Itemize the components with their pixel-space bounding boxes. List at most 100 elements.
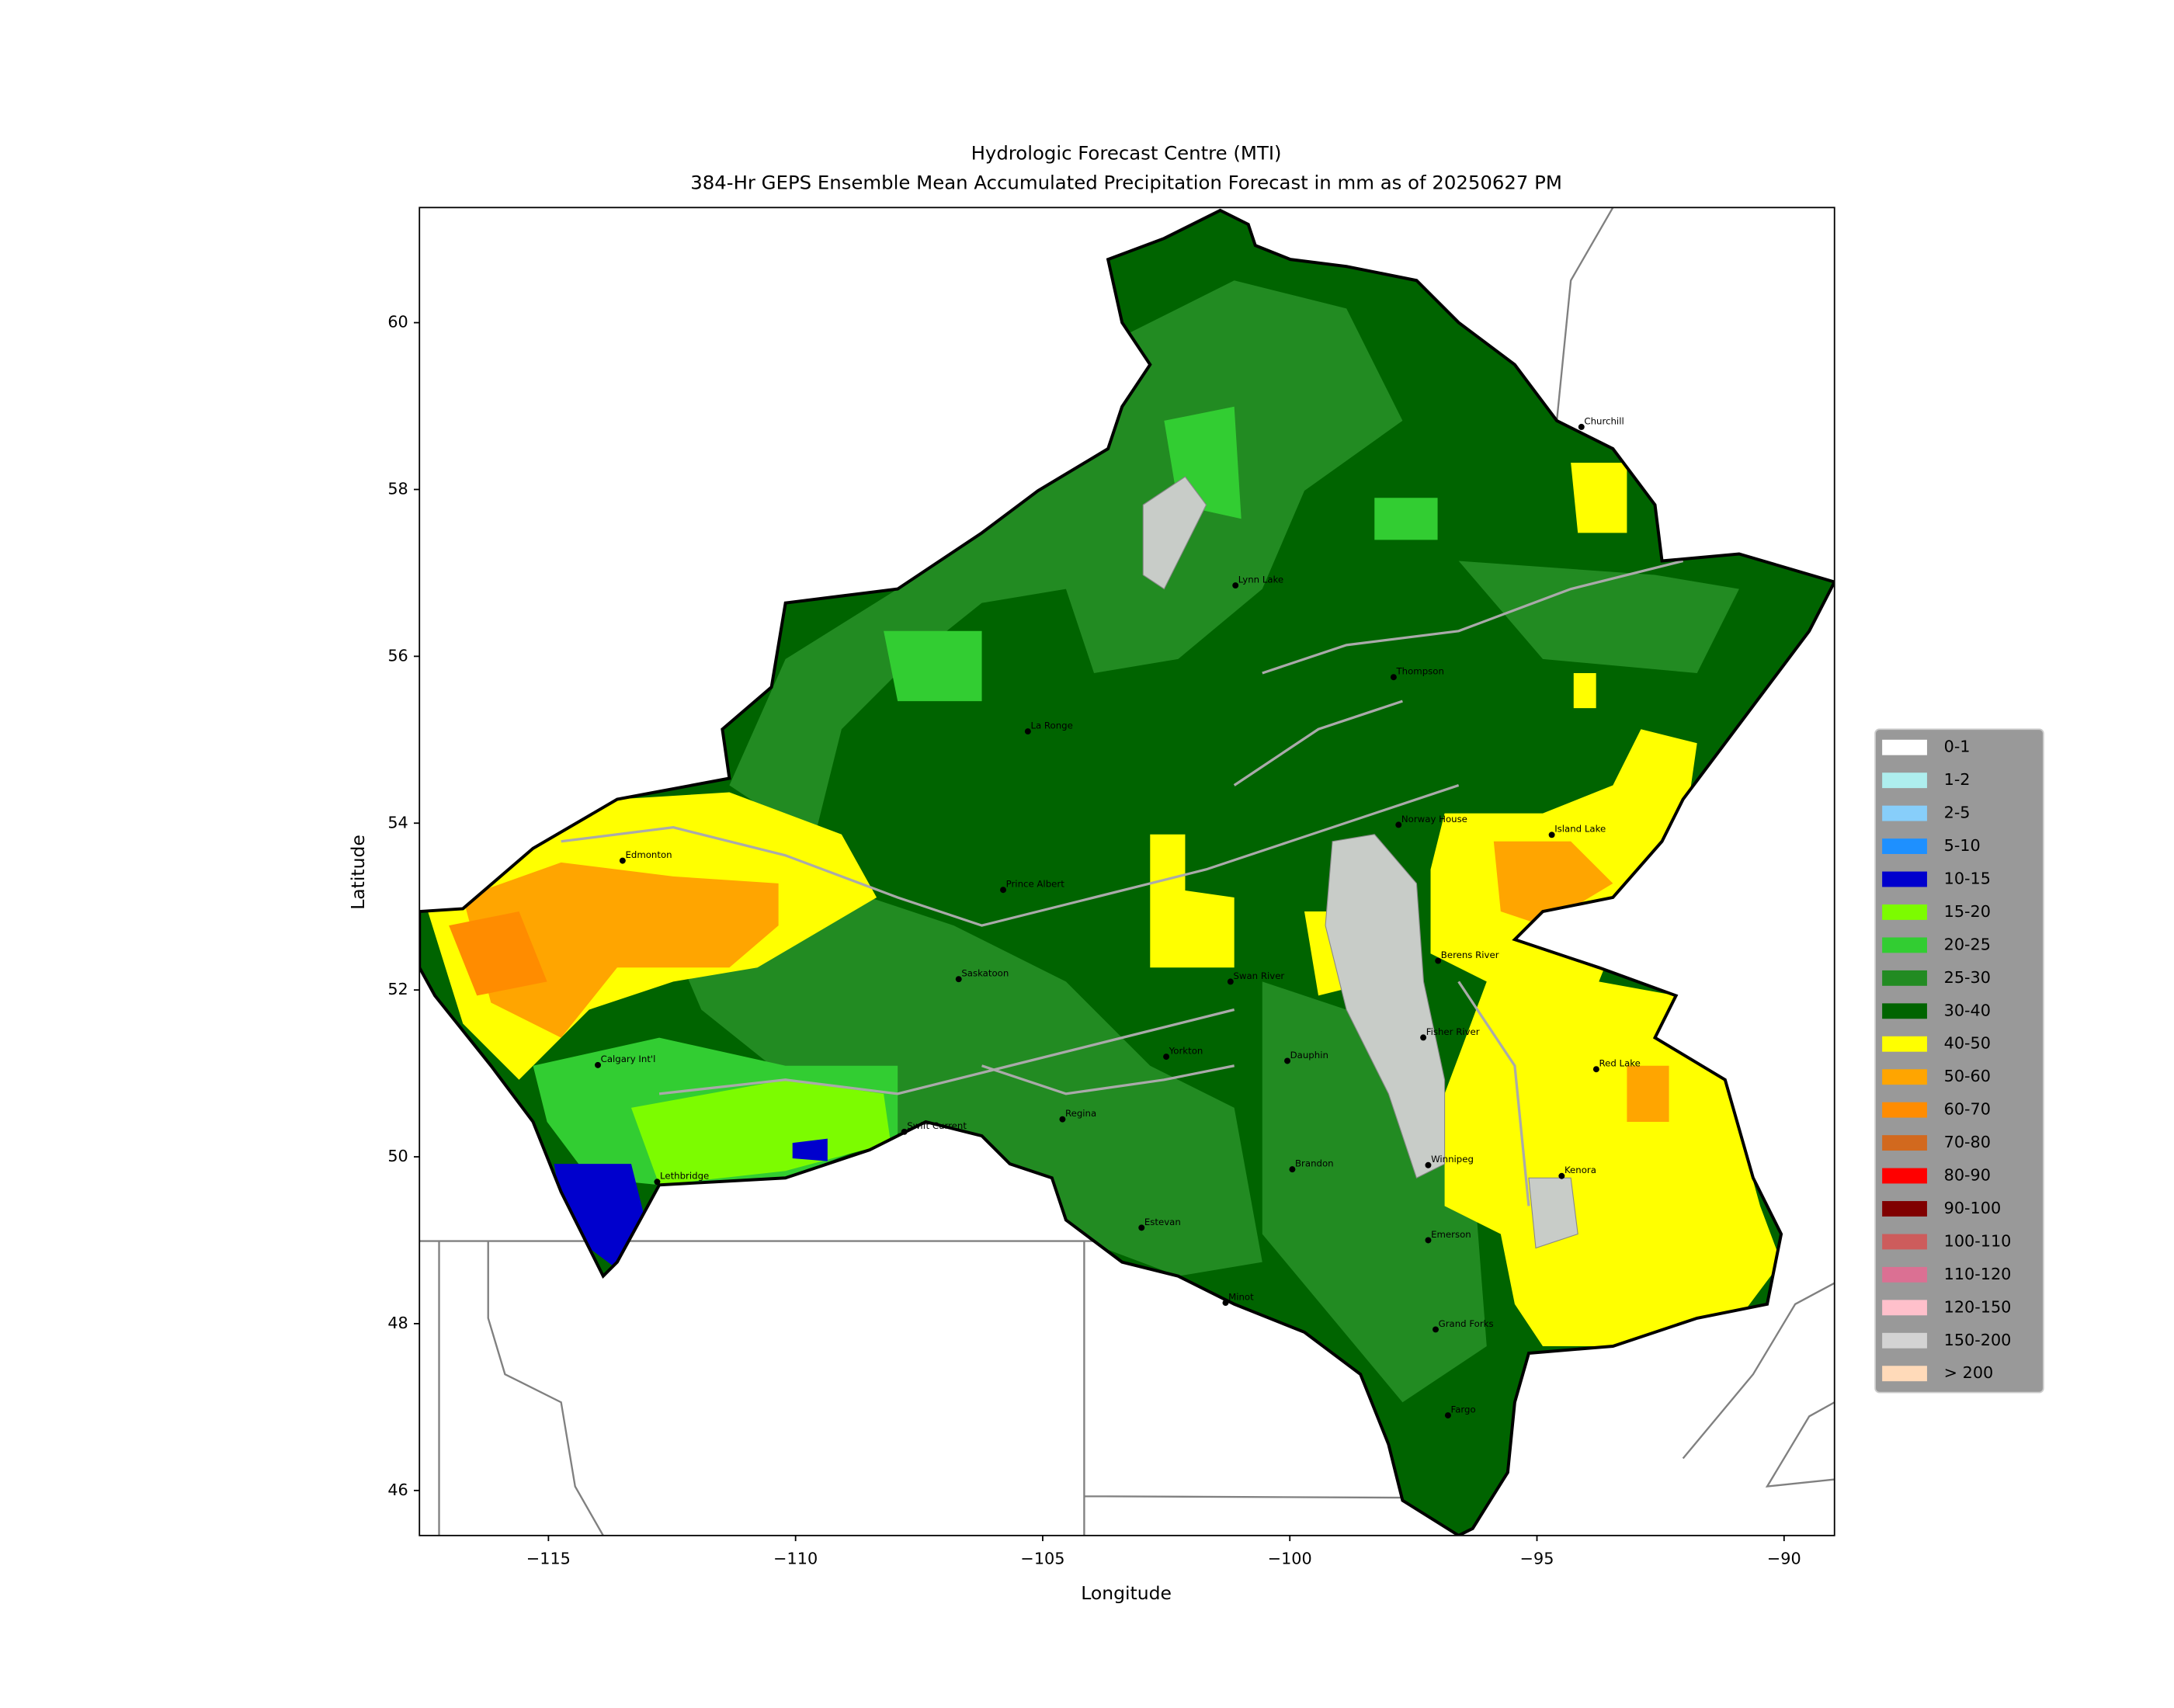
legend-label: 70-80 (1944, 1133, 1991, 1151)
y-tick-label: 56 (387, 646, 408, 665)
legend-swatch (1882, 1332, 1927, 1349)
legend-swatch (1882, 1036, 1927, 1052)
legend-label: 30-40 (1944, 1001, 1991, 1019)
legend-label: 120-150 (1944, 1297, 2012, 1316)
city-dot (1558, 1172, 1565, 1179)
x-tick-label: −100 (1268, 1550, 1312, 1568)
y-tick-label: 60 (387, 313, 408, 332)
city-label: Kenora (1565, 1165, 1596, 1175)
map-title: Hydrologic Forecast Centre (MTI) (971, 142, 1282, 165)
x-tick-label: −105 (1020, 1550, 1064, 1568)
legend-swatch (1882, 772, 1927, 789)
city-dot (1433, 1326, 1439, 1333)
legend-label: 5-10 (1944, 836, 1981, 855)
city-label: Saskatoon (961, 968, 1009, 979)
legend-swatch (1882, 1135, 1927, 1151)
city-dot (1024, 728, 1031, 735)
city-label: Swan River (1233, 970, 1284, 981)
legend-swatch (1882, 1069, 1927, 1085)
legend-label: > 200 (1944, 1363, 1994, 1382)
legend-label: 50-60 (1944, 1067, 1991, 1085)
city-label: Emerson (1431, 1229, 1471, 1240)
city-dot (1227, 978, 1234, 985)
city-dot (1425, 1237, 1432, 1244)
city-label: Lynn Lake (1238, 574, 1283, 585)
city-label: Estevan (1144, 1217, 1181, 1227)
city-dot (1000, 887, 1006, 894)
city-dot (1284, 1057, 1291, 1064)
legend-swatch (1882, 1003, 1927, 1019)
city-dot (1232, 582, 1239, 589)
city-label: Minot (1228, 1291, 1254, 1302)
city-label: Edmonton (625, 849, 672, 860)
city-label: Lethbridge (660, 1171, 709, 1182)
precip-field (419, 210, 1835, 1536)
legend-swatch (1882, 1366, 1927, 1382)
legend-box (1874, 728, 2044, 1394)
state-border (419, 1240, 1529, 1536)
legend-label: 10-15 (1944, 870, 1991, 888)
legend-label: 90-100 (1944, 1199, 2002, 1217)
city-label: Dauphin (1290, 1050, 1328, 1061)
city-dot (1578, 423, 1585, 430)
legend-swatch (1882, 1102, 1927, 1118)
y-tick-label: 50 (387, 1147, 408, 1165)
x-tick-label: −115 (526, 1550, 571, 1568)
city-label: Regina (1065, 1108, 1096, 1119)
city-label: Calgary Int'l (601, 1054, 656, 1064)
x-tick-label: −95 (1520, 1550, 1554, 1568)
city-dot (1222, 1300, 1229, 1307)
legend-label: 25-30 (1944, 968, 1991, 987)
city-label: Island Lake (1554, 824, 1606, 835)
legend-label: 1-2 (1944, 770, 1971, 789)
city-label: Grand Forks (1439, 1318, 1494, 1329)
y-tick-label: 52 (387, 980, 408, 998)
city-dot (1444, 1412, 1451, 1419)
y-tick-label: 46 (387, 1481, 408, 1499)
legend-swatch (1882, 1300, 1927, 1316)
city-label: Winnipeg (1431, 1154, 1474, 1165)
legend-swatch (1882, 1234, 1927, 1250)
y-tick-label: 58 (387, 479, 408, 498)
city-dot (901, 1128, 908, 1135)
city-dot (1390, 674, 1397, 681)
city-dot (1425, 1161, 1432, 1168)
city-dot (1059, 1116, 1066, 1123)
city-label: Churchill (1584, 415, 1624, 426)
city-label: Prince Albert (1006, 879, 1065, 890)
city-label: Swift Current (907, 1120, 967, 1131)
map-area (419, 207, 1835, 1536)
city-label: Brandon (1295, 1158, 1334, 1169)
legend-label: 150-200 (1944, 1331, 2012, 1349)
legend-swatch (1882, 1168, 1927, 1184)
legend-swatch (1882, 838, 1927, 854)
coastline (1555, 207, 1835, 1488)
legend-swatch (1882, 1266, 1927, 1283)
legend-label: 2-5 (1944, 804, 1971, 822)
city-label: Berens River (1441, 949, 1499, 960)
city-dot (1289, 1166, 1296, 1173)
legend-label: 40-50 (1944, 1034, 1991, 1053)
city-label: Fargo (1451, 1404, 1476, 1415)
city-dot (1138, 1224, 1145, 1231)
legend-swatch (1882, 1201, 1927, 1217)
city-dot (595, 1061, 602, 1068)
city-label: Fisher River (1426, 1026, 1480, 1037)
city-dot (955, 976, 962, 983)
city-label: Yorkton (1169, 1045, 1203, 1056)
legend-swatch (1882, 739, 1927, 755)
legend-swatch (1882, 805, 1927, 821)
legend-swatch (1882, 970, 1927, 986)
city-label: Red Lake (1599, 1058, 1641, 1069)
city-dot (619, 857, 626, 864)
city-label: La Ronge (1030, 720, 1072, 731)
legend-label: 20-25 (1944, 935, 1991, 953)
legend-swatch (1882, 937, 1927, 953)
city-dot (1592, 1066, 1599, 1073)
city-label: Norway House (1401, 814, 1467, 824)
city-dot (1435, 957, 1442, 964)
city-dot (1548, 831, 1555, 838)
y-tick-label: 54 (387, 813, 408, 831)
legend-label: 80-90 (1944, 1166, 1991, 1185)
